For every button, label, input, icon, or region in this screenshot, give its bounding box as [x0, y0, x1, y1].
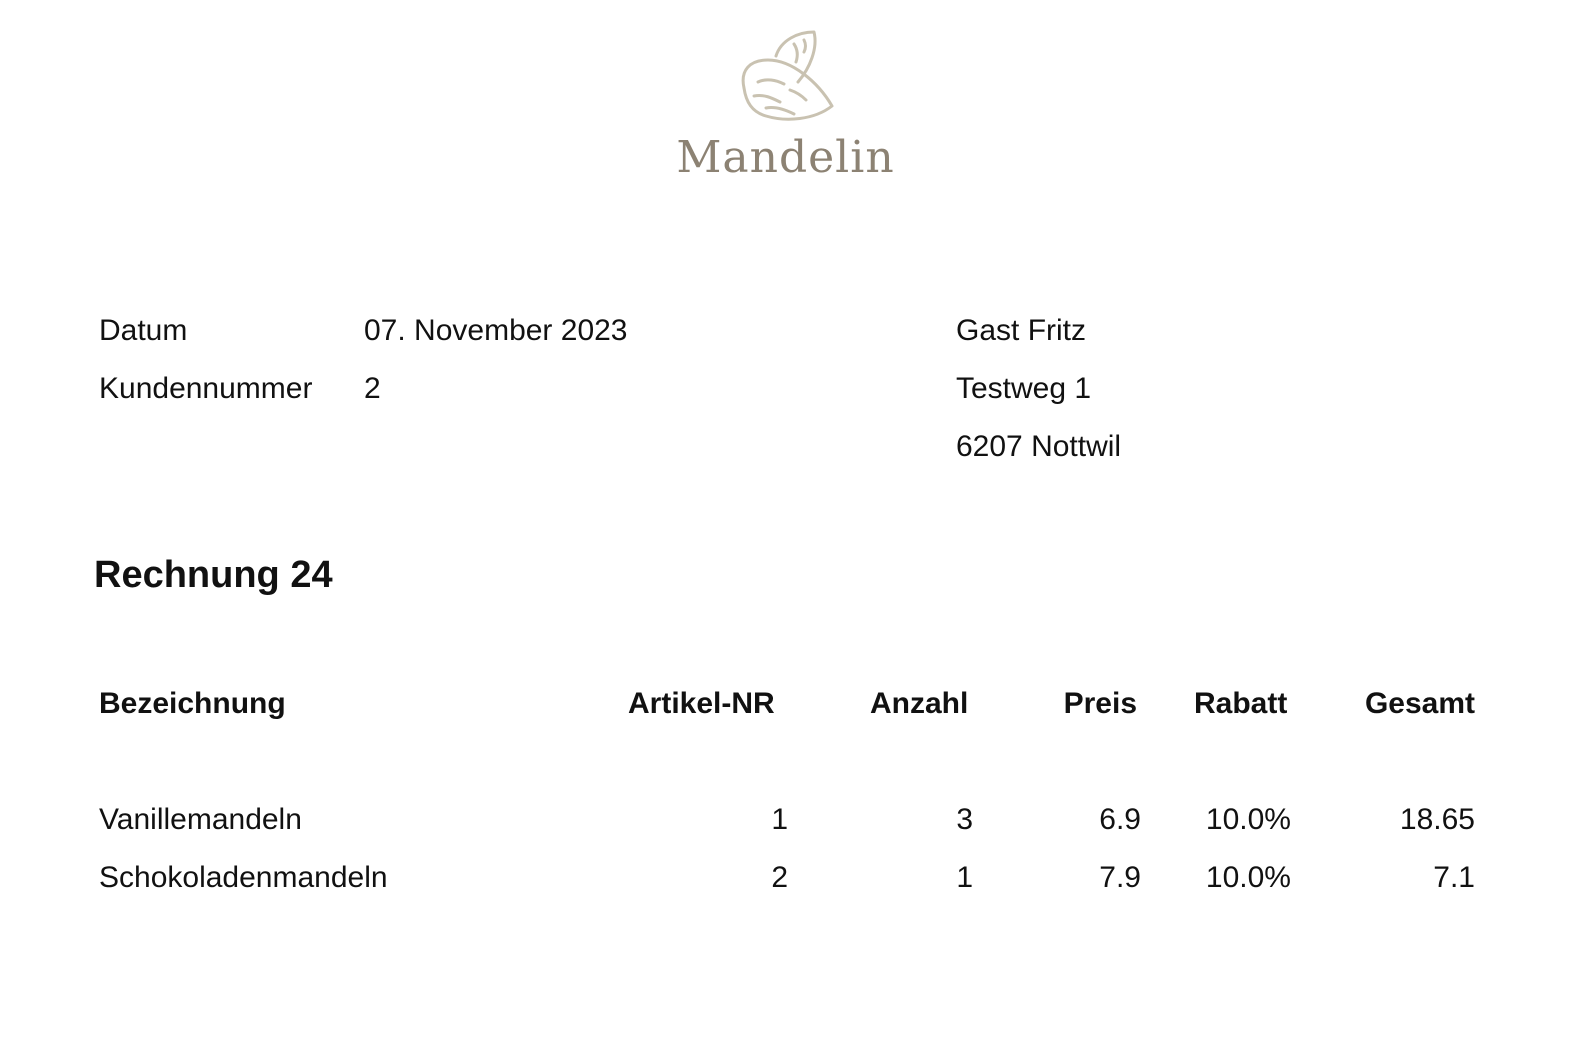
date-value: 07. November 2023	[364, 314, 628, 347]
header-rabatt: Rabatt	[1194, 687, 1288, 720]
cell-anzahl: 3	[956, 803, 973, 836]
customer-number-value: 2	[364, 372, 381, 405]
cell-rabatt: 10.0%	[1205, 803, 1291, 836]
cell-artikel-nr: 1	[771, 803, 788, 836]
header-artikel-nr: Artikel-NR	[628, 687, 775, 720]
cell-anzahl: 1	[956, 861, 973, 894]
cell-gesamt: 18.65	[1399, 803, 1475, 836]
recipient-name: Gast Fritz	[956, 314, 1087, 347]
cell-artikel-nr: 2	[771, 861, 788, 894]
cell-bezeichnung: Schokoladenmandeln	[99, 861, 388, 894]
cell-rabatt: 10.0%	[1205, 861, 1291, 894]
cell-gesamt: 7.1	[1433, 861, 1475, 894]
date-label: Datum	[99, 314, 188, 347]
recipient-street: Testweg 1	[956, 372, 1092, 405]
brand-name: Mandelin	[676, 132, 895, 183]
brand-logo	[0, 26, 1571, 122]
cell-preis: 7.9	[1099, 861, 1141, 894]
almond-icon	[741, 30, 833, 121]
header-anzahl: Anzahl	[870, 687, 969, 720]
header-bezeichnung: Bezeichnung	[99, 687, 286, 720]
cell-bezeichnung: Vanillemandeln	[99, 803, 302, 836]
invoice-title: Rechnung 24	[94, 554, 333, 596]
customer-number-label: Kundennummer	[99, 372, 313, 405]
header-preis: Preis	[1063, 687, 1137, 720]
recipient-city: 6207 Nottwil	[956, 430, 1122, 463]
header-gesamt: Gesamt	[1364, 687, 1475, 720]
cell-preis: 6.9	[1099, 803, 1141, 836]
